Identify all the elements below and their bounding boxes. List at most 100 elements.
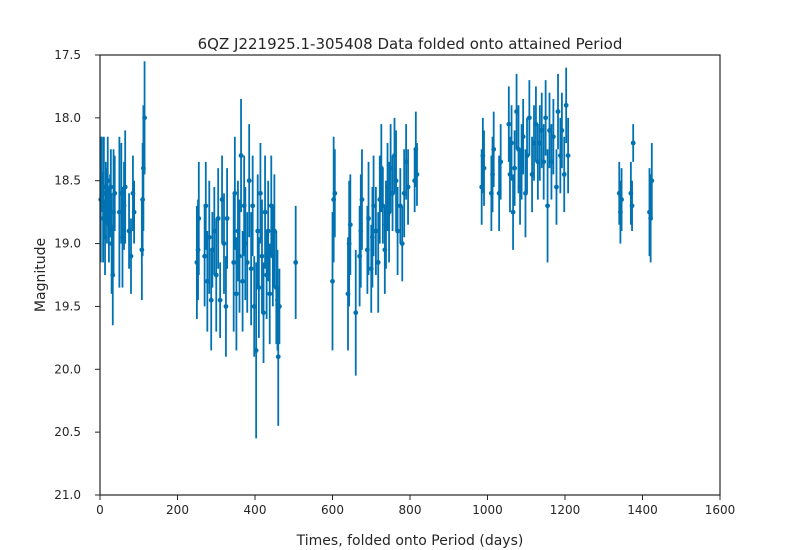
data-point bbox=[293, 260, 299, 265]
data-point bbox=[405, 184, 411, 190]
data-point bbox=[366, 216, 371, 221]
data-point bbox=[231, 260, 237, 265]
y-axis-label: Magnitude bbox=[33, 238, 49, 312]
data-point bbox=[108, 184, 114, 190]
data-point bbox=[213, 272, 219, 278]
data-point bbox=[649, 178, 655, 184]
data-point bbox=[563, 102, 569, 108]
data-point bbox=[561, 172, 567, 177]
data-point bbox=[373, 228, 379, 234]
data-point bbox=[262, 209, 268, 215]
data-point bbox=[128, 253, 134, 259]
data-point bbox=[232, 190, 238, 196]
y-tick-label: 19.0 bbox=[54, 237, 81, 251]
data-point bbox=[258, 190, 263, 196]
data-point bbox=[267, 291, 273, 297]
x-tick-label: 200 bbox=[166, 503, 189, 517]
data-point bbox=[240, 278, 246, 284]
data-point bbox=[265, 228, 271, 234]
data-point bbox=[112, 190, 118, 196]
data-point bbox=[509, 140, 514, 146]
data-point bbox=[332, 190, 338, 196]
x-axis: 0 200 400 600 800 1000 1200 1400 1600 bbox=[96, 495, 735, 517]
data-point bbox=[203, 203, 209, 209]
x-axis-label: Times, folded onto Period (days) bbox=[296, 533, 524, 549]
data-point bbox=[224, 216, 230, 221]
data-point bbox=[630, 140, 636, 146]
data-point bbox=[142, 115, 147, 121]
x-tick-label: 800 bbox=[399, 503, 422, 517]
data-point bbox=[359, 197, 365, 202]
data-point bbox=[234, 291, 239, 297]
data-point bbox=[512, 165, 518, 171]
data-point bbox=[545, 203, 550, 209]
data-point bbox=[122, 184, 128, 190]
data-point bbox=[559, 128, 565, 133]
data-point bbox=[248, 266, 254, 272]
data-point bbox=[196, 216, 202, 221]
chart-title: 6QZ J221925.1-305408 Data folded onto at… bbox=[198, 35, 623, 53]
data-point bbox=[208, 297, 214, 303]
y-tick-label: 20.5 bbox=[54, 425, 81, 439]
data-point bbox=[393, 178, 399, 184]
data-point bbox=[246, 178, 252, 184]
data-point bbox=[206, 234, 212, 240]
data-point bbox=[215, 216, 221, 221]
data-point bbox=[554, 184, 559, 190]
data-point bbox=[524, 153, 530, 158]
data-point bbox=[250, 203, 256, 209]
data-point bbox=[481, 165, 487, 171]
data-point bbox=[347, 222, 353, 228]
data-point bbox=[259, 253, 265, 259]
data-point bbox=[131, 209, 137, 215]
data-point bbox=[526, 115, 532, 121]
data-point bbox=[353, 310, 359, 316]
data-point bbox=[498, 159, 504, 165]
data-point bbox=[541, 159, 547, 165]
x-tick-label: 600 bbox=[321, 503, 344, 517]
data-point bbox=[277, 304, 282, 309]
data-point bbox=[510, 209, 516, 215]
data-point bbox=[491, 146, 497, 152]
data-point bbox=[105, 178, 111, 184]
x-tick-label: 400 bbox=[244, 503, 267, 517]
data-point bbox=[520, 134, 526, 140]
y-tick-label: 18.0 bbox=[54, 111, 81, 125]
x-tick-label: 1400 bbox=[627, 503, 658, 517]
data-point bbox=[237, 253, 242, 259]
data-point bbox=[506, 121, 512, 127]
data-point bbox=[414, 172, 420, 177]
y-tick-label: 20.0 bbox=[54, 362, 81, 376]
data-point bbox=[202, 253, 208, 259]
data-point bbox=[399, 241, 405, 246]
data-point bbox=[244, 260, 250, 265]
y-tick-label: 17.5 bbox=[54, 48, 81, 62]
data-point bbox=[253, 348, 259, 353]
x-tick-label: 1200 bbox=[550, 503, 581, 517]
data-point bbox=[223, 304, 229, 309]
y-tick-label: 18.5 bbox=[54, 174, 81, 188]
data-point bbox=[217, 297, 223, 303]
plot-area bbox=[98, 61, 655, 439]
data-point bbox=[256, 285, 262, 290]
x-tick-label: 1000 bbox=[472, 503, 503, 517]
data-point bbox=[221, 241, 227, 246]
data-point bbox=[550, 134, 556, 140]
data-point bbox=[275, 354, 281, 360]
data-point bbox=[261, 310, 266, 316]
data-point bbox=[565, 153, 571, 158]
data-point bbox=[619, 197, 624, 202]
data-point bbox=[555, 109, 561, 114]
plot-frame bbox=[99, 54, 721, 496]
y-axis: 17.5 18.0 18.5 19.0 19.5 20.0 20.5 21.0 bbox=[54, 48, 100, 502]
y-tick-label: 19.5 bbox=[54, 299, 81, 313]
data-point bbox=[375, 260, 381, 265]
x-tick-label: 0 bbox=[96, 503, 104, 517]
x-tick-label: 1600 bbox=[705, 503, 736, 517]
y-tick-label: 21.0 bbox=[54, 488, 81, 502]
data-point bbox=[395, 228, 400, 234]
data-point bbox=[543, 115, 549, 121]
data-point bbox=[629, 203, 635, 209]
data-point bbox=[255, 228, 261, 234]
